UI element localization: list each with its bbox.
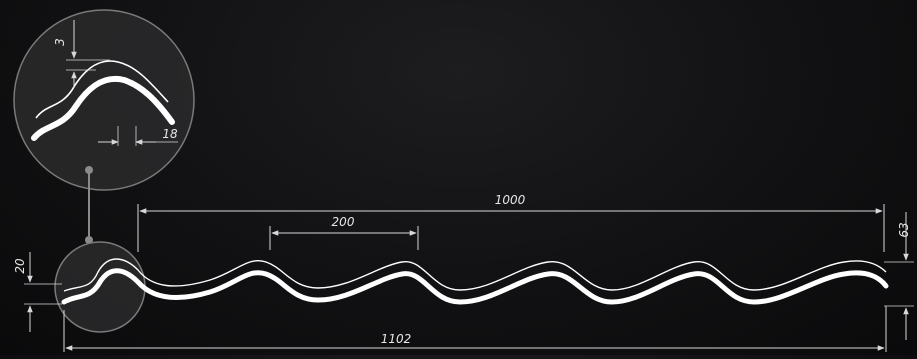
height-label: 63 — [897, 222, 911, 237]
cover-width-label: 1000 — [495, 193, 526, 207]
detail-locator-circle — [54, 241, 146, 333]
pitch-label: 200 — [332, 215, 355, 229]
sheet-profile — [61, 258, 889, 305]
detail-profile-outer — [35, 60, 169, 119]
dimension-edge-height: 20 — [13, 252, 62, 332]
detail-thickness-label: 3 — [53, 38, 67, 46]
detail-magnifier: 3 18 — [13, 9, 195, 191]
dimension-cover-width: 1000 — [137, 193, 885, 252]
total-width-label: 1102 — [381, 332, 412, 346]
sheet-profile-top — [63, 258, 887, 292]
detail-circle — [13, 9, 195, 191]
dimension-height: 63 — [884, 212, 914, 340]
sheet-profile-body — [61, 268, 889, 305]
dimension-pitch: 200 — [269, 215, 419, 250]
edge-height-label: 20 — [13, 258, 27, 274]
detail-profile-inner — [31, 75, 175, 141]
detail-connector — [85, 166, 93, 244]
detail-offset-label: 18 — [162, 127, 178, 141]
dimension-total-width: 1102 — [63, 306, 887, 352]
